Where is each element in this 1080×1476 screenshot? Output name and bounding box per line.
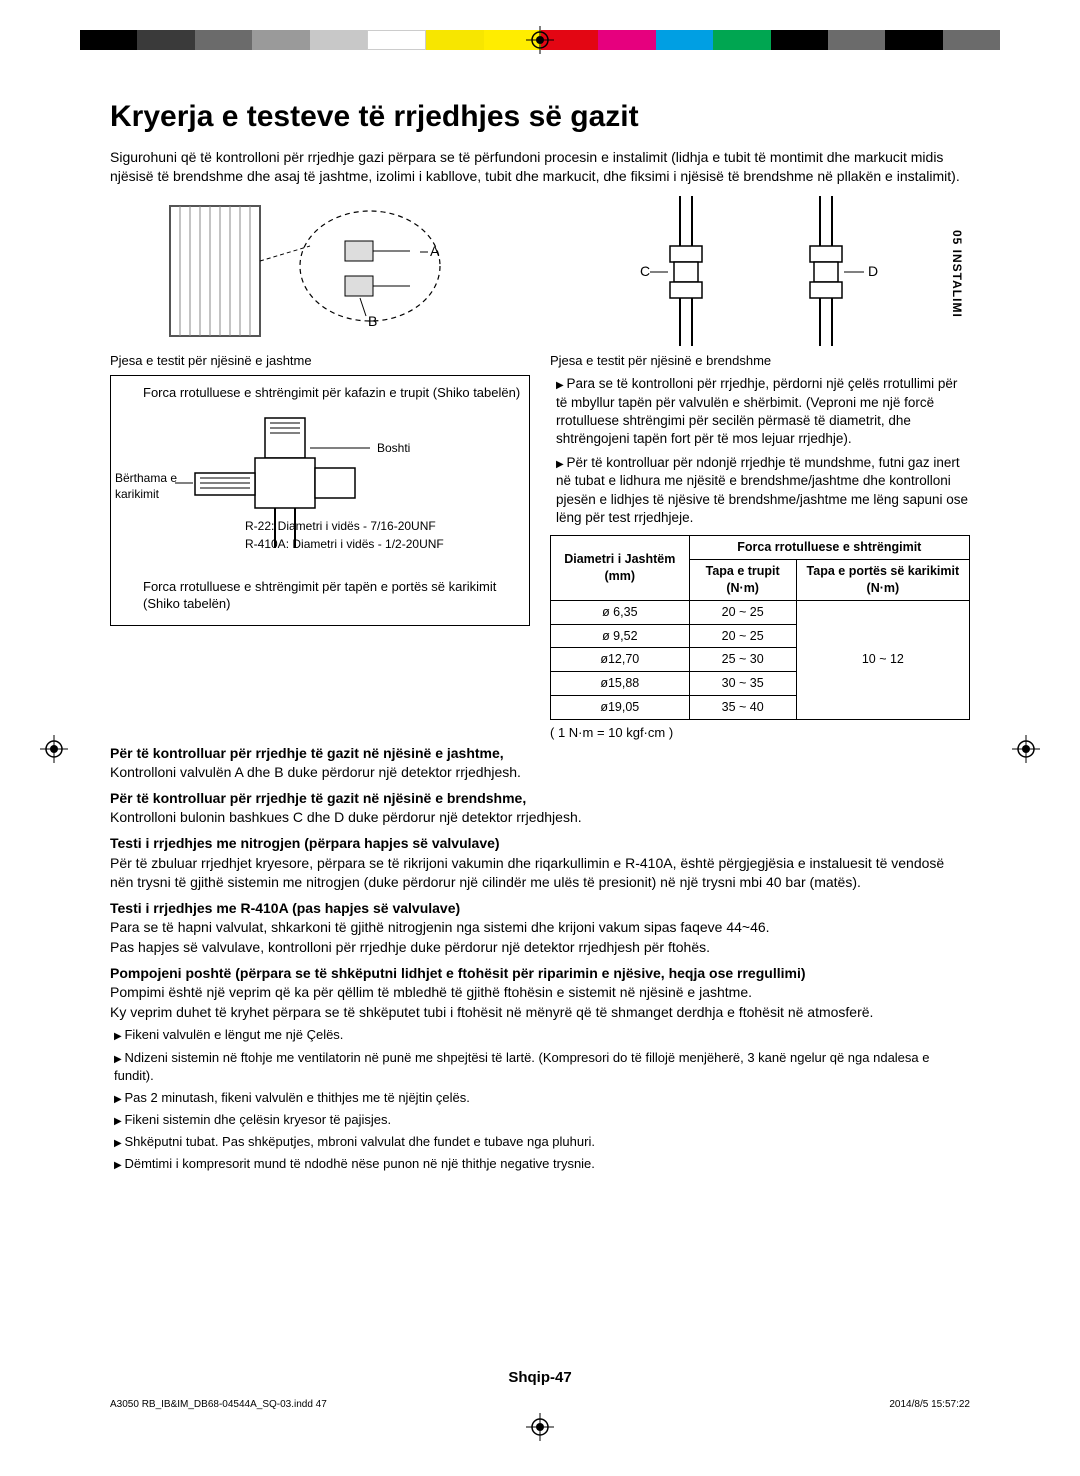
lead-3: Testi i rrjedhjes me nitrogjen (përpara … xyxy=(110,835,500,851)
td-d: ø12,70 xyxy=(551,648,690,672)
page-number: Shqip-47 xyxy=(508,1369,571,1386)
registration-mark-icon xyxy=(40,735,68,768)
label-boshti: Boshti xyxy=(377,440,410,456)
torque-caption-1: Forca rrotulluese e shtrëngimit për kafa… xyxy=(143,384,525,402)
text-1: Kontrolloni valvulën A dhe B duke përdor… xyxy=(110,764,521,780)
lead-1: Për të kontrolluar për rrjedhje të gazit… xyxy=(110,745,504,761)
th-body-cap: Tapa e trupit (N·m) xyxy=(689,559,796,600)
torque-table: Diametri i Jashtëm (mm) Forca rrotullues… xyxy=(550,535,970,720)
label-berthama: Bërthama e karikimit xyxy=(115,470,185,502)
section-tab: 05 INSTALIMI xyxy=(950,230,964,318)
right-column: C D Pjesa e testit për njësinë e brendsh… xyxy=(550,196,970,742)
td-d: ø15,88 xyxy=(551,672,690,696)
intro-paragraph: Sigurohuni që të kontrolloni për rrjedhj… xyxy=(110,148,970,186)
td-t2: 10 ~ 12 xyxy=(796,600,969,719)
bullet-item: Ndizeni sistemin në ftohje me ventilator… xyxy=(114,1049,970,1085)
text-4a: Para se të hapni valvulat, shkarkoni të … xyxy=(110,919,770,935)
body-section: Për të kontrolluar për rrjedhje të gazit… xyxy=(110,744,970,1174)
td-t1: 35 ~ 40 xyxy=(689,696,796,720)
td-t1: 25 ~ 30 xyxy=(689,648,796,672)
indoor-unit-diagram: C D xyxy=(550,196,970,346)
td-d: ø 6,35 xyxy=(551,600,690,624)
text-5c: Ky veprim duhet të kryhet përpara se të … xyxy=(110,1004,873,1020)
td-t1: 20 ~ 25 xyxy=(689,624,796,648)
bullet-item: Fikeni sistemin dhe çelësin kryesor të p… xyxy=(114,1111,970,1129)
td-t1: 20 ~ 25 xyxy=(689,600,796,624)
td-d: ø19,05 xyxy=(551,696,690,720)
page-title: Kryerja e testeve të rrjedhjes së gazit xyxy=(110,100,970,134)
td-t1: 30 ~ 35 xyxy=(689,672,796,696)
td-d: ø 9,52 xyxy=(551,624,690,648)
right-bullet-1: Para se të kontrolloni për rrjedhje, për… xyxy=(556,375,970,448)
bullet-item: Fikeni valvulën e lëngut me një Çelës. xyxy=(114,1026,970,1044)
torque-caption-2: Forca rrotulluese e shtrëngimit për tapë… xyxy=(143,578,525,613)
svg-text:B: B xyxy=(368,313,377,329)
text-5a: Pompimi është një veprim që ka për qëlli… xyxy=(110,984,752,1000)
lead-2: Për të kontrolluar për rrjedhje të gazit… xyxy=(110,790,526,806)
label-r22: R-22: Diametri i vidës - 7/16-20UNF xyxy=(245,518,436,534)
outdoor-unit-diagram: A B xyxy=(110,196,530,346)
text-2: Kontrolloni bulonin bashkues C dhe D duk… xyxy=(110,809,582,825)
text-3: Për të zbuluar rrjedhjet kryesore, përpa… xyxy=(110,855,944,891)
right-bullet-2: Për të kontrolluar për ndonjë rrjedhje t… xyxy=(556,454,970,527)
th-port-cap: Tapa e portës së karikimit (N·m) xyxy=(796,559,969,600)
bullet-item: Dëmtimi i kompresorit mund të ndodhë nës… xyxy=(114,1155,970,1173)
svg-text:C: C xyxy=(640,263,650,279)
registration-mark-icon xyxy=(526,26,554,59)
lead-5: Pompojeni poshtë (përpara se të shkëputn… xyxy=(110,965,806,981)
lead-4: Testi i rrjedhjes me R-410A (pas hapjes … xyxy=(110,900,460,916)
bullet-item: Pas 2 minutash, fikeni valvulën e thithj… xyxy=(114,1089,970,1107)
page-content: Kryerja e testeve të rrjedhjes së gazit … xyxy=(110,100,970,1416)
table-note: ( 1 N·m = 10 kgf·cm ) xyxy=(550,724,970,742)
th-torque: Forca rrotulluese e shtrëngimit xyxy=(689,536,969,560)
svg-text:D: D xyxy=(868,263,878,279)
th-diameter: Diametri i Jashtëm (mm) xyxy=(551,536,690,601)
footer-filename: A3050 RB_IB&IM_DB68-04544A_SQ-03.indd 47 xyxy=(110,1399,327,1410)
outdoor-caption: Pjesa e testit për njësinë e jashtme xyxy=(110,352,530,370)
footer-timestamp: 2014/8/5 15:57:22 xyxy=(889,1399,970,1410)
left-column: A B Pjesa e testit për njësinë e jashtme… xyxy=(110,196,530,742)
indoor-caption: Pjesa e testit për njësinë e brendshme xyxy=(550,352,970,370)
registration-mark-icon xyxy=(526,1413,554,1446)
valve-diagram: Boshti Bërthama e karikimit R-22: Diamet… xyxy=(115,408,525,568)
svg-text:A: A xyxy=(430,243,440,259)
label-r410a: R-410A: Diametri i vidës - 1/2-20UNF xyxy=(245,536,444,552)
registration-mark-icon xyxy=(1012,735,1040,768)
text-4c: Pas hapjes së valvulave, kontrolloni për… xyxy=(110,939,710,955)
bullet-item: Shkëputni tubat. Pas shkëputjes, mbroni … xyxy=(114,1133,970,1151)
